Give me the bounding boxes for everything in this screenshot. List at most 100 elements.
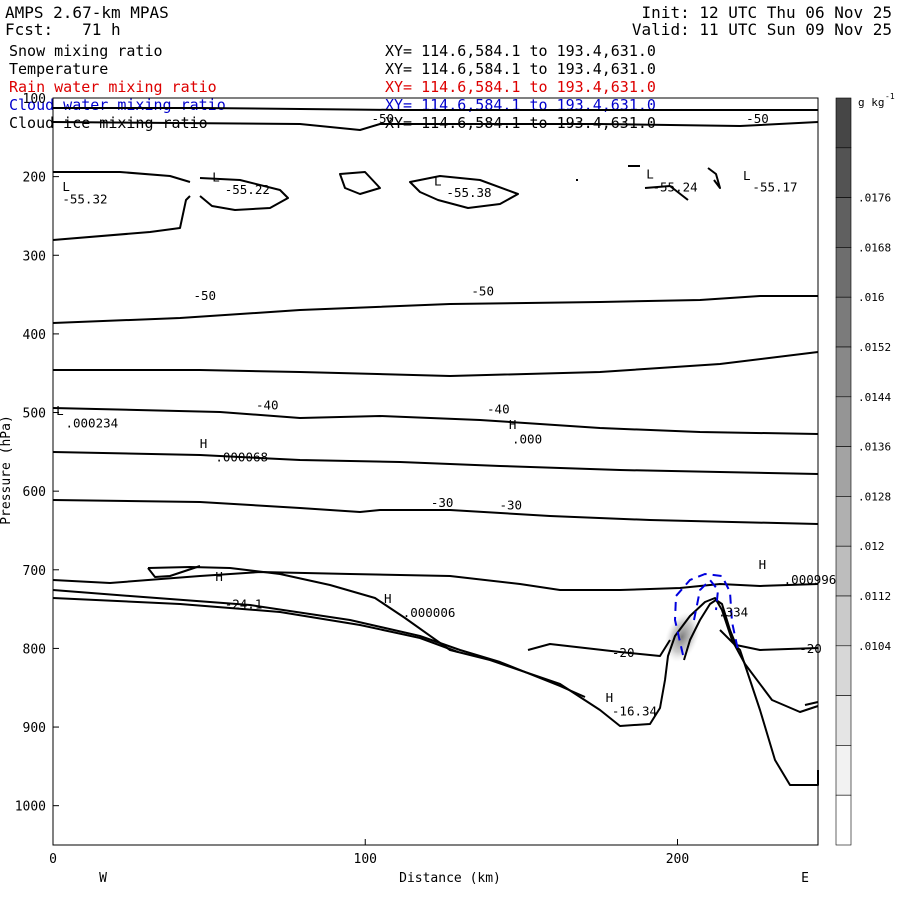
- contour-line: [683, 599, 819, 661]
- contour-label: .334: [718, 604, 748, 619]
- contour-labels: -50 -50 -50 -50 -40 -40 -30 -30 -24.1 -20 -20 -16.3…: [62, 111, 836, 718]
- contour-label: -20: [612, 645, 635, 660]
- contour-label: .000234: [65, 416, 118, 431]
- contour-line: [52, 295, 818, 324]
- contour-label: .000006: [403, 605, 456, 620]
- extremum-marker: H: [759, 557, 767, 572]
- contour-label: -20: [799, 641, 822, 656]
- y-tick-label: 300: [23, 249, 46, 264]
- colorbar-swatch: [835, 695, 852, 746]
- contour-line: [52, 121, 819, 131]
- y-tick-label: 400: [23, 328, 46, 343]
- y-tick-label: 800: [23, 642, 46, 657]
- colorbar-swatch: [835, 346, 852, 398]
- forecast-label: Fcst: 71 h: [5, 21, 121, 38]
- contour-line: [52, 451, 819, 475]
- colorbar-swatch: [835, 595, 852, 647]
- contour-line: [53, 171, 191, 183]
- contour-label: .000: [512, 431, 542, 446]
- y-axis-label: Pressure (hPa): [0, 415, 14, 525]
- extremum-marker: H: [606, 690, 614, 705]
- contour-label: -50: [746, 111, 769, 126]
- contour-label: -40: [256, 397, 279, 412]
- variable-xy: XY= 114.6,584.1 to 193.4,631.0: [385, 60, 656, 78]
- y-tick-label: 900: [23, 721, 46, 736]
- colorbar-tick-label: .0168: [858, 241, 891, 254]
- extremum-marker: L: [434, 173, 442, 188]
- fcst-label: Fcst:: [5, 20, 54, 39]
- plot-frame: [52, 97, 819, 846]
- colorbar-swatch: [835, 645, 852, 696]
- variable-name: Rain water mixing ratio: [9, 78, 217, 96]
- colorbar-tick-label: .0128: [858, 490, 891, 503]
- init-time: Init: 12 UTC Thu 06 Nov 25: [641, 3, 892, 22]
- extrema-markers: L L L L L L H H H H H H: [56, 166, 766, 705]
- contour-label: -24.1: [225, 596, 263, 611]
- colorbar-tick-label: .012: [858, 540, 885, 553]
- colorbar-tick-label: .0144: [858, 391, 891, 404]
- y-tick-label: 600: [23, 485, 46, 500]
- contour-line: [52, 499, 819, 525]
- colorbar-swatch: [835, 247, 852, 298]
- contour-line: [52, 571, 819, 591]
- axes: 100 200 300 400 500 600 700 800 900 1000 0 100 200: [15, 92, 690, 867]
- colorbar-swatch: [835, 197, 852, 248]
- colorbar-tick-label: .0104: [858, 640, 891, 653]
- colorbar-tick-label: .0136: [858, 441, 891, 454]
- contour-label: -50: [371, 111, 394, 126]
- colorbar-swatch: [835, 97, 852, 149]
- extremum-marker: H: [200, 436, 208, 451]
- extremum-marker: L: [212, 169, 220, 184]
- extremum-marker: L: [62, 179, 70, 194]
- variable-xy: XY= 114.6,584.1 to 193.4,631.0: [385, 78, 656, 96]
- contour-line: [147, 565, 201, 578]
- contour-line: [527, 639, 671, 657]
- colorbar-tick-label: .0176: [858, 192, 891, 205]
- contour-label: -55.24: [653, 180, 698, 195]
- y-tick-label: 700: [23, 564, 46, 579]
- extremum-marker: H: [384, 591, 392, 606]
- x-tick-label: 200: [666, 852, 689, 867]
- contour-label: -50: [194, 288, 217, 303]
- fcst-value: 71 h: [82, 20, 121, 39]
- shaded-mixing-ratio: [664, 611, 700, 663]
- contour-line: [409, 175, 519, 209]
- colorbar-unit: g kg: [858, 96, 885, 109]
- variable-xy: XY= 114.6,584.1 to 193.4,631.0: [385, 42, 656, 60]
- contour-label: .000996: [784, 572, 837, 587]
- contour-line: [628, 165, 689, 201]
- valid-time: Valid: 11 UTC Sun 09 Nov 25: [631, 20, 892, 39]
- contour-line: [52, 589, 586, 698]
- colorbar-swatch: [835, 496, 852, 547]
- colorbar-tick-label: .0112: [858, 590, 891, 603]
- east-label: E: [801, 871, 809, 886]
- contour-line: [52, 597, 459, 653]
- colorbar-swatch: [835, 296, 852, 348]
- variable-name: Temperature: [9, 60, 109, 78]
- y-tick-label: 100: [23, 92, 46, 107]
- variable-name: Snow mixing ratio: [9, 42, 163, 60]
- colorbar-tick-label: .016: [858, 291, 885, 304]
- colorbar-swatch: [835, 794, 852, 846]
- y-tick-label: 1000: [15, 800, 46, 815]
- contour-label: -40: [487, 401, 510, 416]
- colorbar-swatch: [835, 396, 852, 447]
- cloud-water-line: [673, 572, 739, 656]
- temperature-contours: [52, 107, 819, 786]
- colorbar-swatch: [835, 745, 852, 796]
- contour-label: -55.17: [752, 180, 797, 195]
- contour-line: [804, 701, 819, 706]
- x-tick-label: 0: [49, 852, 57, 867]
- colorbar-unit-exp: -1: [885, 92, 895, 101]
- contour-line: [52, 407, 819, 435]
- contour-line: [53, 351, 819, 377]
- y-tick-label: 200: [23, 171, 46, 186]
- colorbar-tick-label: .0152: [858, 341, 891, 354]
- contour-line: [719, 629, 819, 786]
- extremum-marker: L: [646, 166, 654, 181]
- colorbar-swatch: [835, 147, 852, 198]
- x-axis-label: Distance (km): [399, 871, 501, 886]
- contour-line: [199, 177, 289, 211]
- y-tick-label: 500: [23, 407, 46, 422]
